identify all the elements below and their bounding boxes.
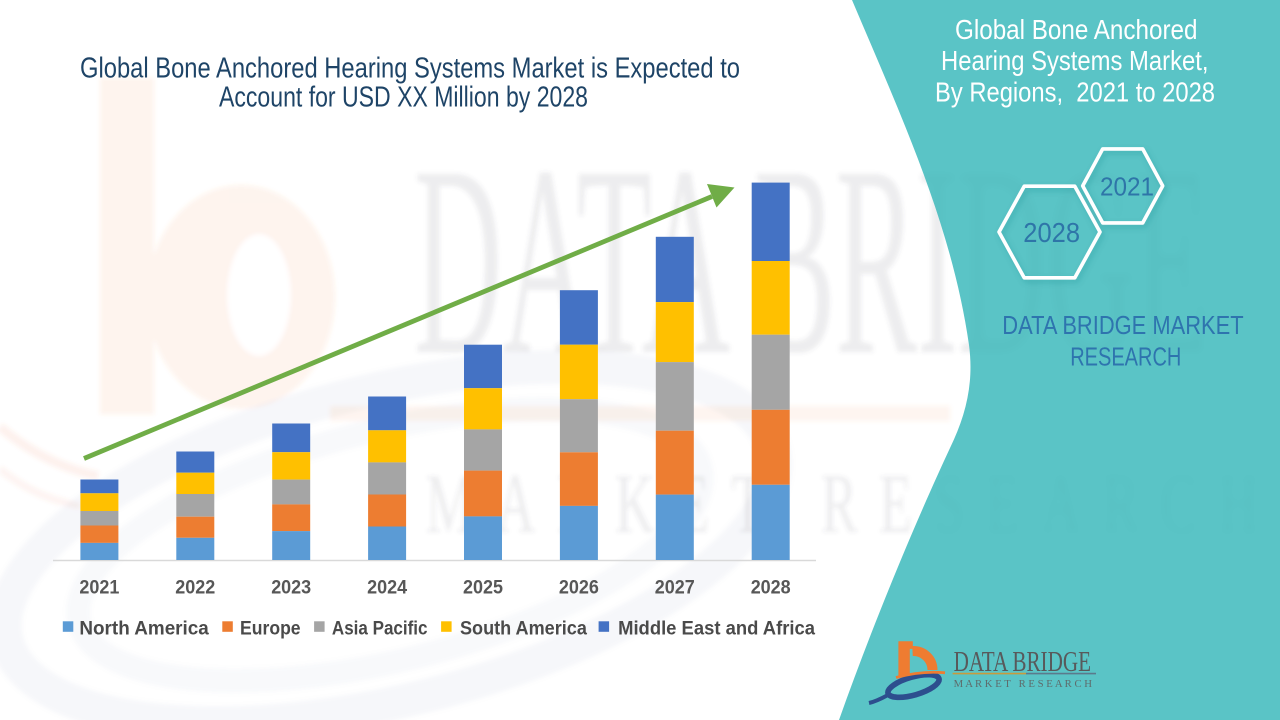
svg-text:Asia Pacific: Asia Pacific bbox=[332, 618, 428, 640]
svg-text:2025: 2025 bbox=[463, 577, 503, 598]
svg-text:M A R K E T R E S E A R C H: M A R K E T R E S E A R C H bbox=[954, 679, 1093, 690]
svg-text:2021: 2021 bbox=[1100, 172, 1154, 202]
svg-text:DATA BRIDGE: DATA BRIDGE bbox=[954, 646, 1091, 678]
svg-text:Global Bone Anchored Hearing S: Global Bone Anchored Hearing Systems Mar… bbox=[80, 53, 740, 85]
svg-text:MARKET RESEARCH: MARKET RESEARCH bbox=[426, 457, 1280, 551]
svg-text:2023: 2023 bbox=[271, 577, 311, 598]
svg-text:Account for USD XX Million by: Account for USD XX Million by 2028 bbox=[219, 82, 588, 114]
svg-text:Middle East and Africa: Middle East and Africa bbox=[618, 618, 815, 640]
svg-text:2026: 2026 bbox=[559, 577, 599, 598]
svg-text:2027: 2027 bbox=[655, 577, 695, 598]
svg-text:Global Bone Anchored: Global Bone Anchored bbox=[955, 14, 1198, 45]
svg-text:North America: North America bbox=[79, 618, 209, 640]
svg-text:2028: 2028 bbox=[751, 577, 791, 598]
svg-text:2022: 2022 bbox=[175, 577, 215, 598]
svg-text:South America: South America bbox=[460, 618, 587, 640]
svg-text:Europe: Europe bbox=[240, 618, 301, 640]
svg-text:2028: 2028 bbox=[1023, 217, 1080, 248]
svg-text:Hearing Systems Market,: Hearing Systems Market, bbox=[941, 45, 1209, 76]
svg-text:DATA BRIDGE MARKET: DATA BRIDGE MARKET bbox=[1002, 310, 1243, 340]
svg-text:2021: 2021 bbox=[79, 577, 119, 598]
svg-text:By Regions, 2021 to 2028: By Regions, 2021 to 2028 bbox=[935, 76, 1215, 107]
svg-text:2024: 2024 bbox=[367, 577, 407, 598]
svg-text:RESEARCH: RESEARCH bbox=[1070, 342, 1181, 372]
